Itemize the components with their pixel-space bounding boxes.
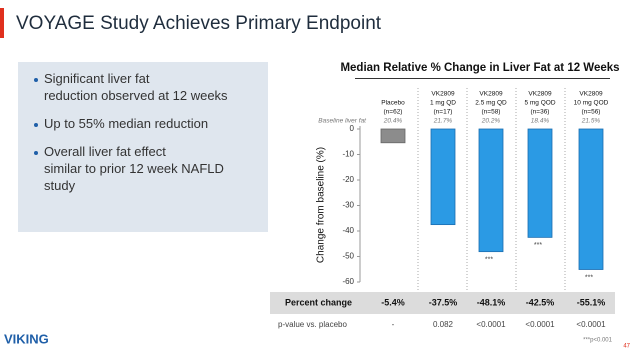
bar xyxy=(527,128,553,238)
bullet-text: Significant liver fat reduction observed … xyxy=(44,71,228,103)
baseline-value: 21.5% xyxy=(581,118,601,125)
p-value: <0.0001 xyxy=(525,320,555,329)
chart-title: Median Relative % Change in Liver Fat at… xyxy=(340,62,619,74)
significance: *** xyxy=(485,256,493,263)
row-header: Percent change xyxy=(285,297,352,307)
y-tick-label: -60 xyxy=(342,277,354,286)
bar xyxy=(578,128,604,270)
value-label: -5.4% xyxy=(381,297,405,307)
column-header: 1 mg QD xyxy=(430,100,456,107)
column-header: (n=62) xyxy=(384,109,403,116)
y-axis-label: Change from baseline (%) xyxy=(316,147,327,263)
column-header: VK2809 xyxy=(579,91,603,98)
p-value: 0.082 xyxy=(433,320,454,329)
value-label: -37.5% xyxy=(429,297,458,307)
significance: *** xyxy=(585,274,593,281)
bullet-dot xyxy=(34,78,38,82)
bar xyxy=(380,128,406,144)
significance: *** xyxy=(534,242,542,249)
column-header: (n=56) xyxy=(582,109,601,116)
value-label: -48.1% xyxy=(477,297,506,307)
y-tick-label: -40 xyxy=(342,226,354,235)
bullet-box xyxy=(18,62,268,232)
value-label: -42.5% xyxy=(526,297,555,307)
column-header: Placebo xyxy=(381,100,405,107)
page-number: 47 xyxy=(623,344,630,350)
y-tick-label: -50 xyxy=(342,252,354,261)
column-header: (n=17) xyxy=(434,109,453,116)
p-value: <0.0001 xyxy=(576,320,606,329)
baseline-value: 20.2% xyxy=(481,118,501,125)
table-band xyxy=(270,292,615,314)
bullet-dot xyxy=(34,151,38,155)
p-value: <0.0001 xyxy=(476,320,506,329)
chart-title-rule xyxy=(355,78,610,79)
baseline-label: Baseline liver fat xyxy=(318,118,367,125)
bar xyxy=(478,128,504,253)
y-tick-label: 0 xyxy=(350,124,355,133)
bullet-text: Overall liver fat effect similar to prior… xyxy=(44,144,224,193)
bar xyxy=(430,128,456,226)
slide-title: VOYAGE Study Achieves Primary Endpoint xyxy=(16,13,382,34)
column-header: VK2809 xyxy=(479,91,503,98)
column-header: 5 mg QOD xyxy=(524,100,555,107)
p-value: - xyxy=(392,320,395,329)
column-header: 2.5 mg QD xyxy=(475,100,507,107)
baseline-value: 18.4% xyxy=(531,118,550,125)
column-header: (n=36) xyxy=(531,109,550,116)
column-header: 10 mg QOD xyxy=(574,100,609,107)
y-tick-label: -20 xyxy=(342,175,354,184)
value-label: -55.1% xyxy=(577,297,606,307)
baseline-value: 20.4% xyxy=(383,118,403,125)
bullet-text: Up to 55% median reduction xyxy=(44,116,208,131)
footnote: ***p<0.001 xyxy=(583,338,613,344)
column-header: (n=58) xyxy=(482,109,501,116)
bullet-dot xyxy=(34,123,38,127)
logo: VIKING xyxy=(4,331,49,346)
y-tick-label: -30 xyxy=(342,201,354,210)
y-tick-label: -10 xyxy=(342,150,354,159)
row-header: p-value vs. placebo xyxy=(278,320,347,329)
accent-bar xyxy=(0,8,4,38)
column-header: VK2809 xyxy=(528,91,552,98)
baseline-value: 21.7% xyxy=(433,118,453,125)
column-header: VK2809 xyxy=(431,91,455,98)
